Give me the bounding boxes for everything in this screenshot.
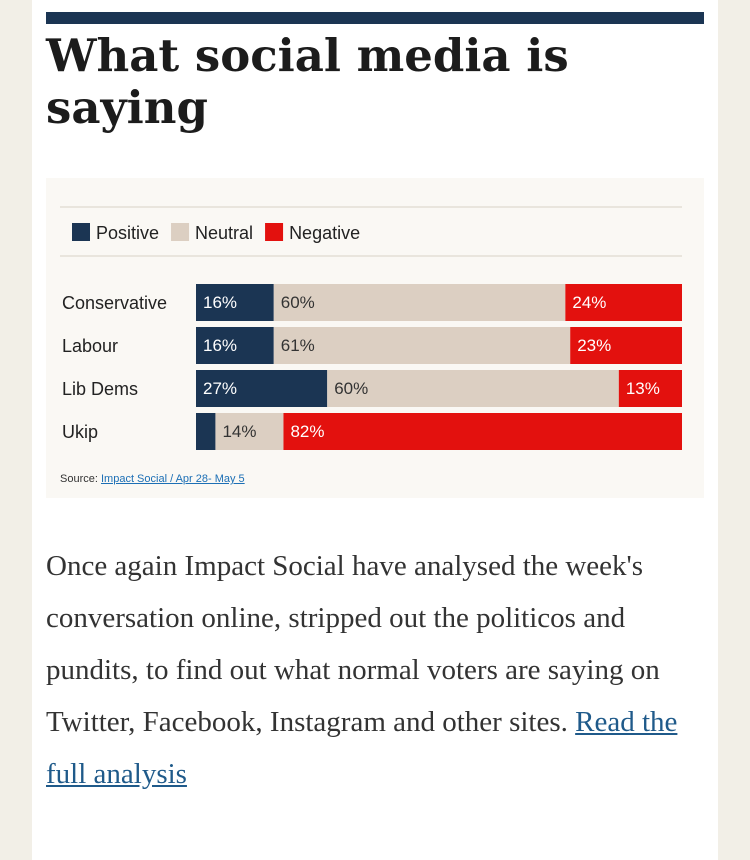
headline: What social media is saying xyxy=(46,29,569,134)
bar-conservative-neutral xyxy=(273,284,566,321)
bar-ukip-negative xyxy=(283,413,682,450)
value-label-lib-dems-neutral: 60% xyxy=(334,379,368,398)
value-label-conservative-negative: 24% xyxy=(572,293,606,312)
read-full-analysis-link[interactable]: Read the full analysis xyxy=(46,706,678,790)
category-label-labour: Labour xyxy=(62,336,118,356)
bar-lib-dems-neutral xyxy=(327,370,619,407)
bar-lib-dems-negative xyxy=(618,370,682,407)
value-label-labour-negative: 23% xyxy=(577,336,611,355)
legend-swatch-positive xyxy=(72,223,90,241)
article-page: What social media is saying Positive Neut… xyxy=(32,0,718,860)
value-label-lib-dems-positive: 27% xyxy=(203,379,237,398)
bar-ukip-neutral xyxy=(215,413,284,450)
category-label-ukip: Ukip xyxy=(62,422,98,442)
legend-label-positive: Positive xyxy=(96,223,159,243)
value-label-ukip-negative: 82% xyxy=(290,422,324,441)
value-label-ukip-neutral: 14% xyxy=(222,422,256,441)
body-text: Once again Impact Social have analysed t… xyxy=(46,550,660,738)
bar-labour-negative xyxy=(570,327,682,364)
legend-label-neutral: Neutral xyxy=(195,223,253,243)
bar-lib-dems-positive xyxy=(196,370,328,407)
value-label-conservative-positive: 16% xyxy=(203,293,237,312)
category-label-conservative: Conservative xyxy=(62,293,167,313)
bar-conservative-positive xyxy=(196,284,274,321)
value-label-labour-neutral: 61% xyxy=(281,336,315,355)
body-paragraph: Once again Impact Social have analysed t… xyxy=(46,540,706,800)
sentiment-chart: Positive Neutral Negative Conservative 16% 6… xyxy=(46,178,704,498)
source-note: Source: Impact Social / Apr 28- May 5 xyxy=(60,473,245,485)
bar-labour-positive xyxy=(196,327,274,364)
top-rule xyxy=(46,12,704,24)
bar-conservative-negative xyxy=(565,284,682,321)
category-label-lib-dems: Lib Dems xyxy=(62,379,138,399)
value-label-labour-positive: 16% xyxy=(203,336,237,355)
bar-ukip-positive xyxy=(196,413,216,450)
legend: Positive Neutral Negative xyxy=(72,223,360,243)
legend-swatch-negative xyxy=(265,223,284,241)
legend-label-negative: Negative xyxy=(289,223,360,243)
bars: Conservative 16% 60% 24% Labour 16% 61% 23% Lib … xyxy=(62,284,682,450)
legend-swatch-neutral xyxy=(171,223,190,241)
source-link[interactable]: Impact Social / Apr 28- May 5 xyxy=(100,473,245,485)
chart-svg: Positive Neutral Negative Conservative 16% 6… xyxy=(60,206,682,450)
source-label: Source: xyxy=(60,473,98,485)
bar-labour-neutral xyxy=(273,327,571,364)
value-label-lib-dems-negative: 13% xyxy=(626,379,660,398)
value-label-conservative-neutral: 60% xyxy=(281,293,315,312)
